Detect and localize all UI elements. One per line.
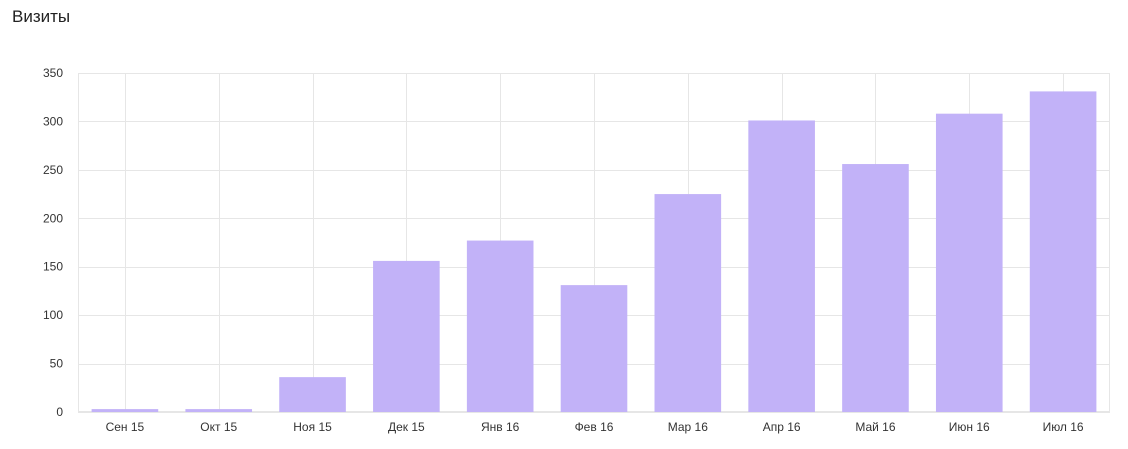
y-tick-label: 250 [43,163,63,177]
y-tick-label: 100 [43,308,63,322]
bar[interactable] [466,240,534,412]
bar[interactable] [279,377,346,412]
bar[interactable] [935,113,1003,413]
bar[interactable] [654,194,722,412]
bar[interactable] [748,120,815,413]
x-tick-label: Дек 15 [388,420,425,434]
x-tick-label: Июн 16 [949,420,990,434]
bar[interactable] [842,164,909,412]
y-tick-label: 50 [50,357,64,371]
x-tick-label: Янв 16 [481,420,520,434]
y-tick-label: 350 [43,66,63,80]
x-tick-label: Июл 16 [1043,420,1084,434]
x-tick-label: Фев 16 [575,420,614,434]
x-tick-label: Ноя 15 [293,420,332,434]
bar[interactable] [91,409,159,412]
x-tick-label: Сен 15 [106,420,145,434]
bar[interactable] [373,260,440,412]
y-tick-label: 200 [43,211,63,225]
x-tick-label: Мар 16 [668,420,708,434]
x-tick-label: Апр 16 [763,420,801,434]
y-tick-label: 300 [43,114,63,128]
bar[interactable] [185,409,253,412]
bar[interactable] [560,285,628,412]
bar[interactable] [1029,91,1097,412]
x-tick-label: Окт 15 [200,420,237,434]
x-tick-label: Май 16 [855,420,896,434]
y-tick-label: 150 [43,260,63,274]
chart-title: Визиты [12,7,71,26]
y-tick-label: 0 [56,405,63,419]
